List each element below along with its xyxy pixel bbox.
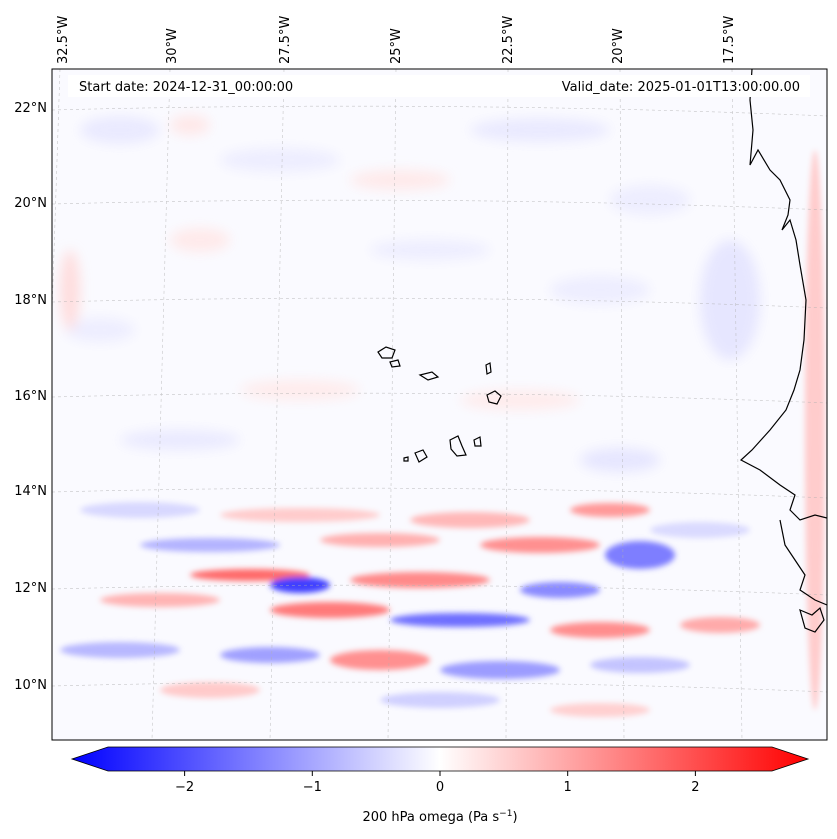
lat-label: 10°N: [14, 678, 47, 693]
colorbar-tick-label: 0: [436, 780, 444, 795]
island-fogo: [414, 449, 428, 463]
island-santo-antao: [377, 346, 396, 359]
lat-label: 16°N: [14, 389, 47, 404]
colorbar-label: 200 hPa omega (Pa s−1): [362, 809, 517, 825]
map-plot-area: Start date: 2024-12-31_00:00:00 Valid_da…: [52, 69, 827, 740]
cape-verde-islands: [377, 346, 502, 463]
lat-label: 20°N: [14, 196, 47, 211]
colorbar-tick-label: −2: [175, 780, 194, 795]
omega-field: [60, 115, 760, 472]
lon-label: 30°W: [165, 28, 180, 64]
header-box: [68, 75, 810, 97]
lon-label: 32.5°W: [56, 16, 71, 64]
lon-label: 25°W: [389, 28, 404, 64]
valid-date-label: Valid_date: 2025-01-01T13:00:00.00: [562, 80, 800, 95]
colorbar-ticks: −2 −1 0 1 2: [175, 771, 700, 795]
colorbar: −2 −1 0 1 2 200 hPa omega (Pa s−1): [70, 746, 810, 825]
island-santiago: [449, 435, 467, 457]
omega-convective-band: [60, 150, 825, 717]
latitude-labels: 22°N 20°N 18°N 16°N 14°N 12°N 10°N: [14, 101, 47, 693]
lat-label: 22°N: [14, 101, 47, 116]
colorbar-tick-label: −1: [303, 780, 322, 795]
lon-label: 22.5°W: [501, 16, 516, 64]
lat-label: 14°N: [14, 484, 47, 499]
coastlines: [739, 69, 827, 633]
lat-label: 18°N: [14, 293, 47, 308]
island-maio: [473, 436, 482, 447]
colorbar-tick-label: 1: [564, 780, 572, 795]
island-sao-nicolau: [418, 371, 440, 381]
lat-label: 12°N: [14, 581, 47, 596]
colorbar-body: [70, 746, 810, 772]
graticule: [52, 69, 827, 740]
island-boa-vista: [486, 390, 502, 405]
start-date-label: Start date: 2024-12-31_00:00:00: [79, 80, 293, 95]
longitude-labels: 32.5°W 30°W 27.5°W 25°W 22.5°W 20°W 17.5…: [56, 16, 737, 64]
island-sal: [485, 362, 492, 375]
lon-label: 20°W: [611, 28, 626, 64]
africa-coastline: [739, 69, 827, 521]
lon-label: 17.5°W: [722, 16, 737, 64]
lon-label: 27.5°W: [278, 16, 293, 64]
island-brava: [403, 456, 409, 462]
colorbar-tick-label: 2: [691, 780, 699, 795]
island-sao-vicente: [389, 359, 401, 368]
map-frame: [51, 68, 828, 741]
